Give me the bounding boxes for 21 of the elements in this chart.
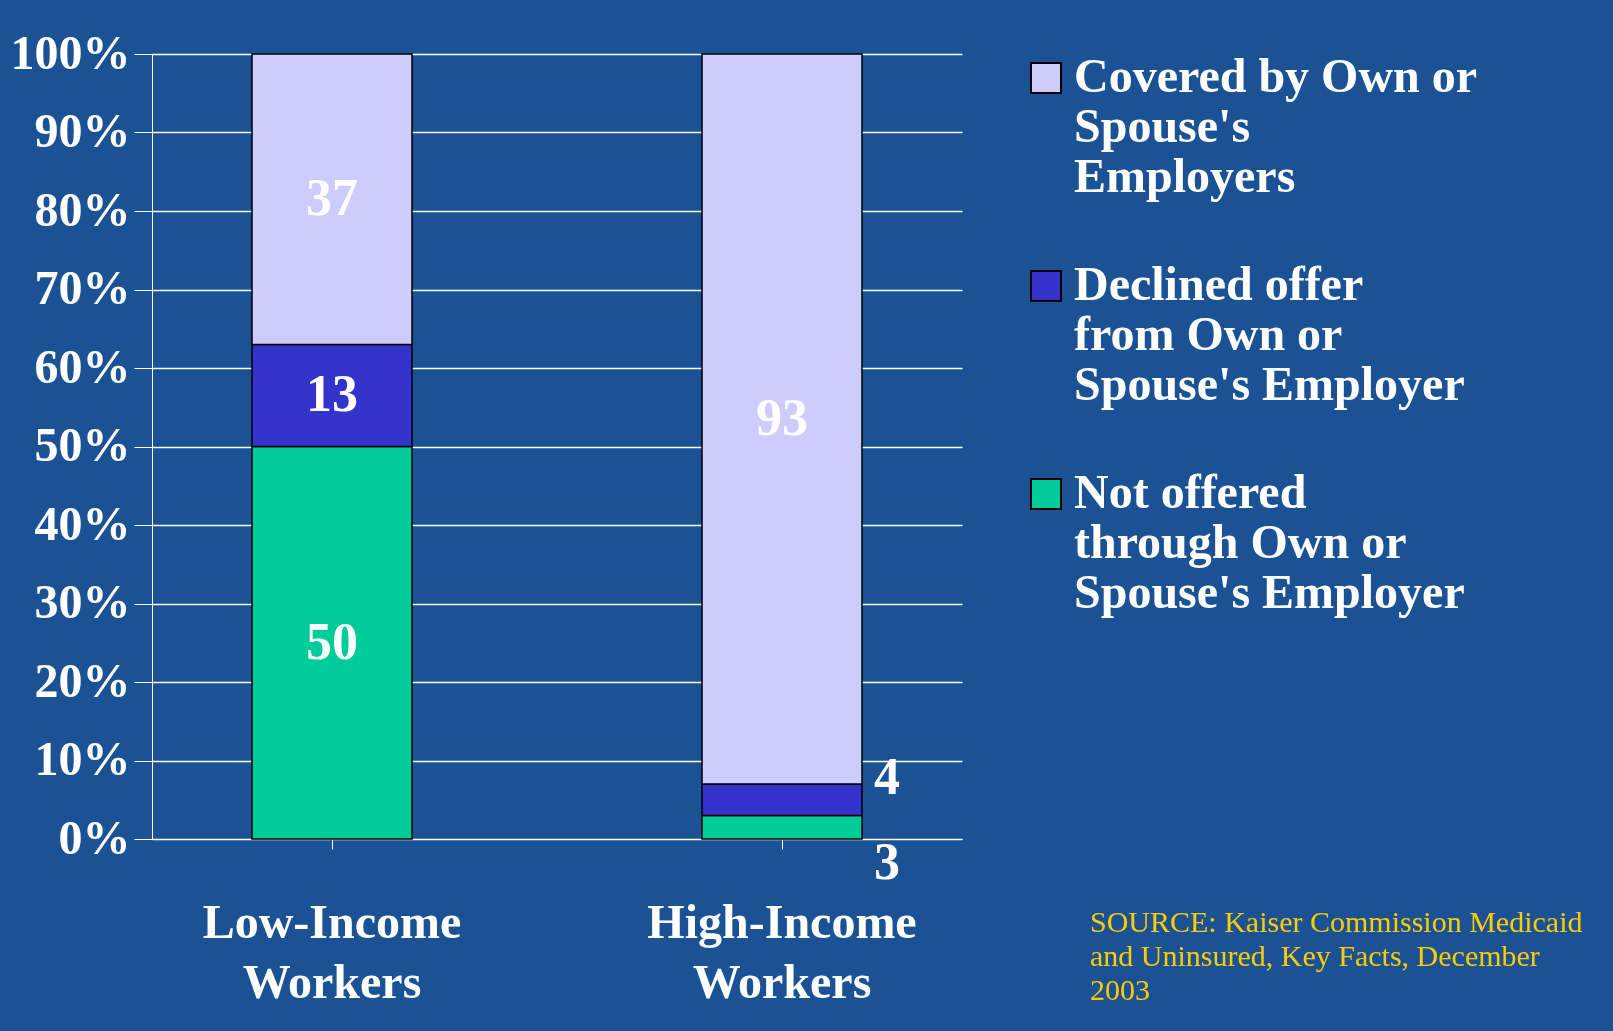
y-tick-label: 70% bbox=[34, 261, 131, 314]
legend-label: Covered by Own or Spouse's Employers bbox=[1074, 49, 1478, 202]
y-tick-label: 30% bbox=[34, 575, 131, 628]
y-tick-label: 50% bbox=[34, 418, 131, 471]
data-label: 4 bbox=[874, 747, 900, 805]
y-tick-label: 60% bbox=[34, 339, 131, 393]
y-tick-label: 20% bbox=[34, 653, 131, 707]
data-label: 13 bbox=[306, 365, 358, 423]
legend-label: Not offered through Own or Spouse's Employer bbox=[1074, 465, 1465, 618]
y-tick-label: 100% bbox=[10, 25, 131, 79]
data-label: 50 bbox=[306, 612, 358, 670]
y-tick-label: 80% bbox=[34, 182, 131, 236]
data-label: 3 bbox=[874, 833, 900, 891]
y-tick-label: 0% bbox=[58, 810, 131, 864]
x-tick-label: Low-Income Workers bbox=[202, 894, 462, 1008]
x-tick-label: High-Income Workers bbox=[647, 894, 917, 1008]
y-tick-label: 90% bbox=[34, 104, 131, 157]
y-tick-label: 40% bbox=[34, 496, 131, 550]
y-tick-label: 10% bbox=[34, 732, 131, 785]
source-note: SOURCE: Kaiser Commission Medicaid and Uninsured, Key Facts, December 2003 bbox=[1090, 905, 1584, 1007]
legend-label: Declined offer from Own or Spouse's Employer bbox=[1074, 257, 1465, 410]
